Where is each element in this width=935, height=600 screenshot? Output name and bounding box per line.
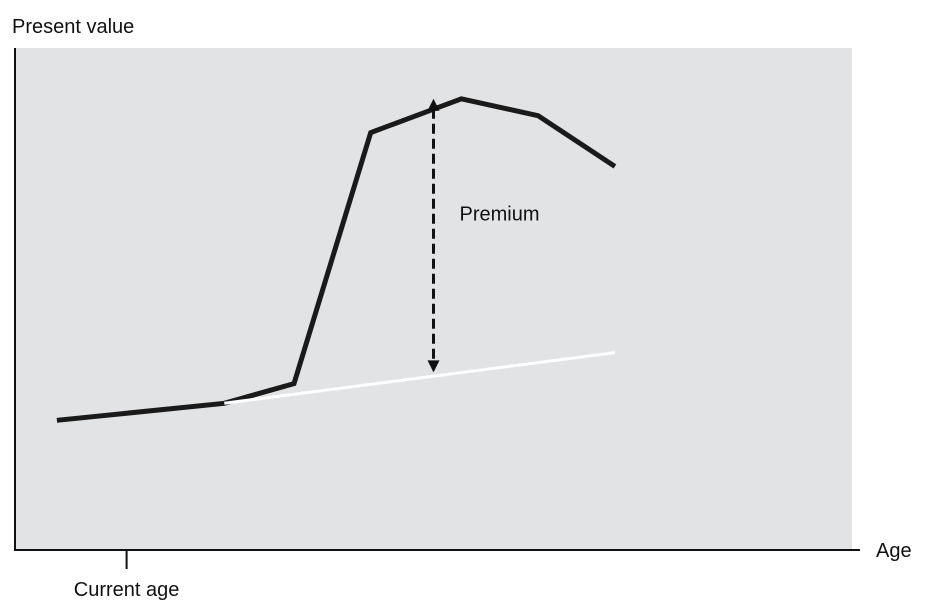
y-axis-label: Present value (12, 16, 134, 38)
premium-arrowhead-top (427, 98, 440, 111)
plot-background (15, 48, 852, 550)
premium-arrowhead-bottom (427, 360, 440, 373)
series-line-baseline (224, 351, 616, 405)
x-axis-label: Age (876, 540, 912, 562)
series-layer (56, 96, 617, 423)
x-tick-label-current-age: Current age (74, 579, 180, 600)
annotation-layer: Premium (427, 98, 540, 373)
premium-label: Premium (460, 204, 540, 226)
